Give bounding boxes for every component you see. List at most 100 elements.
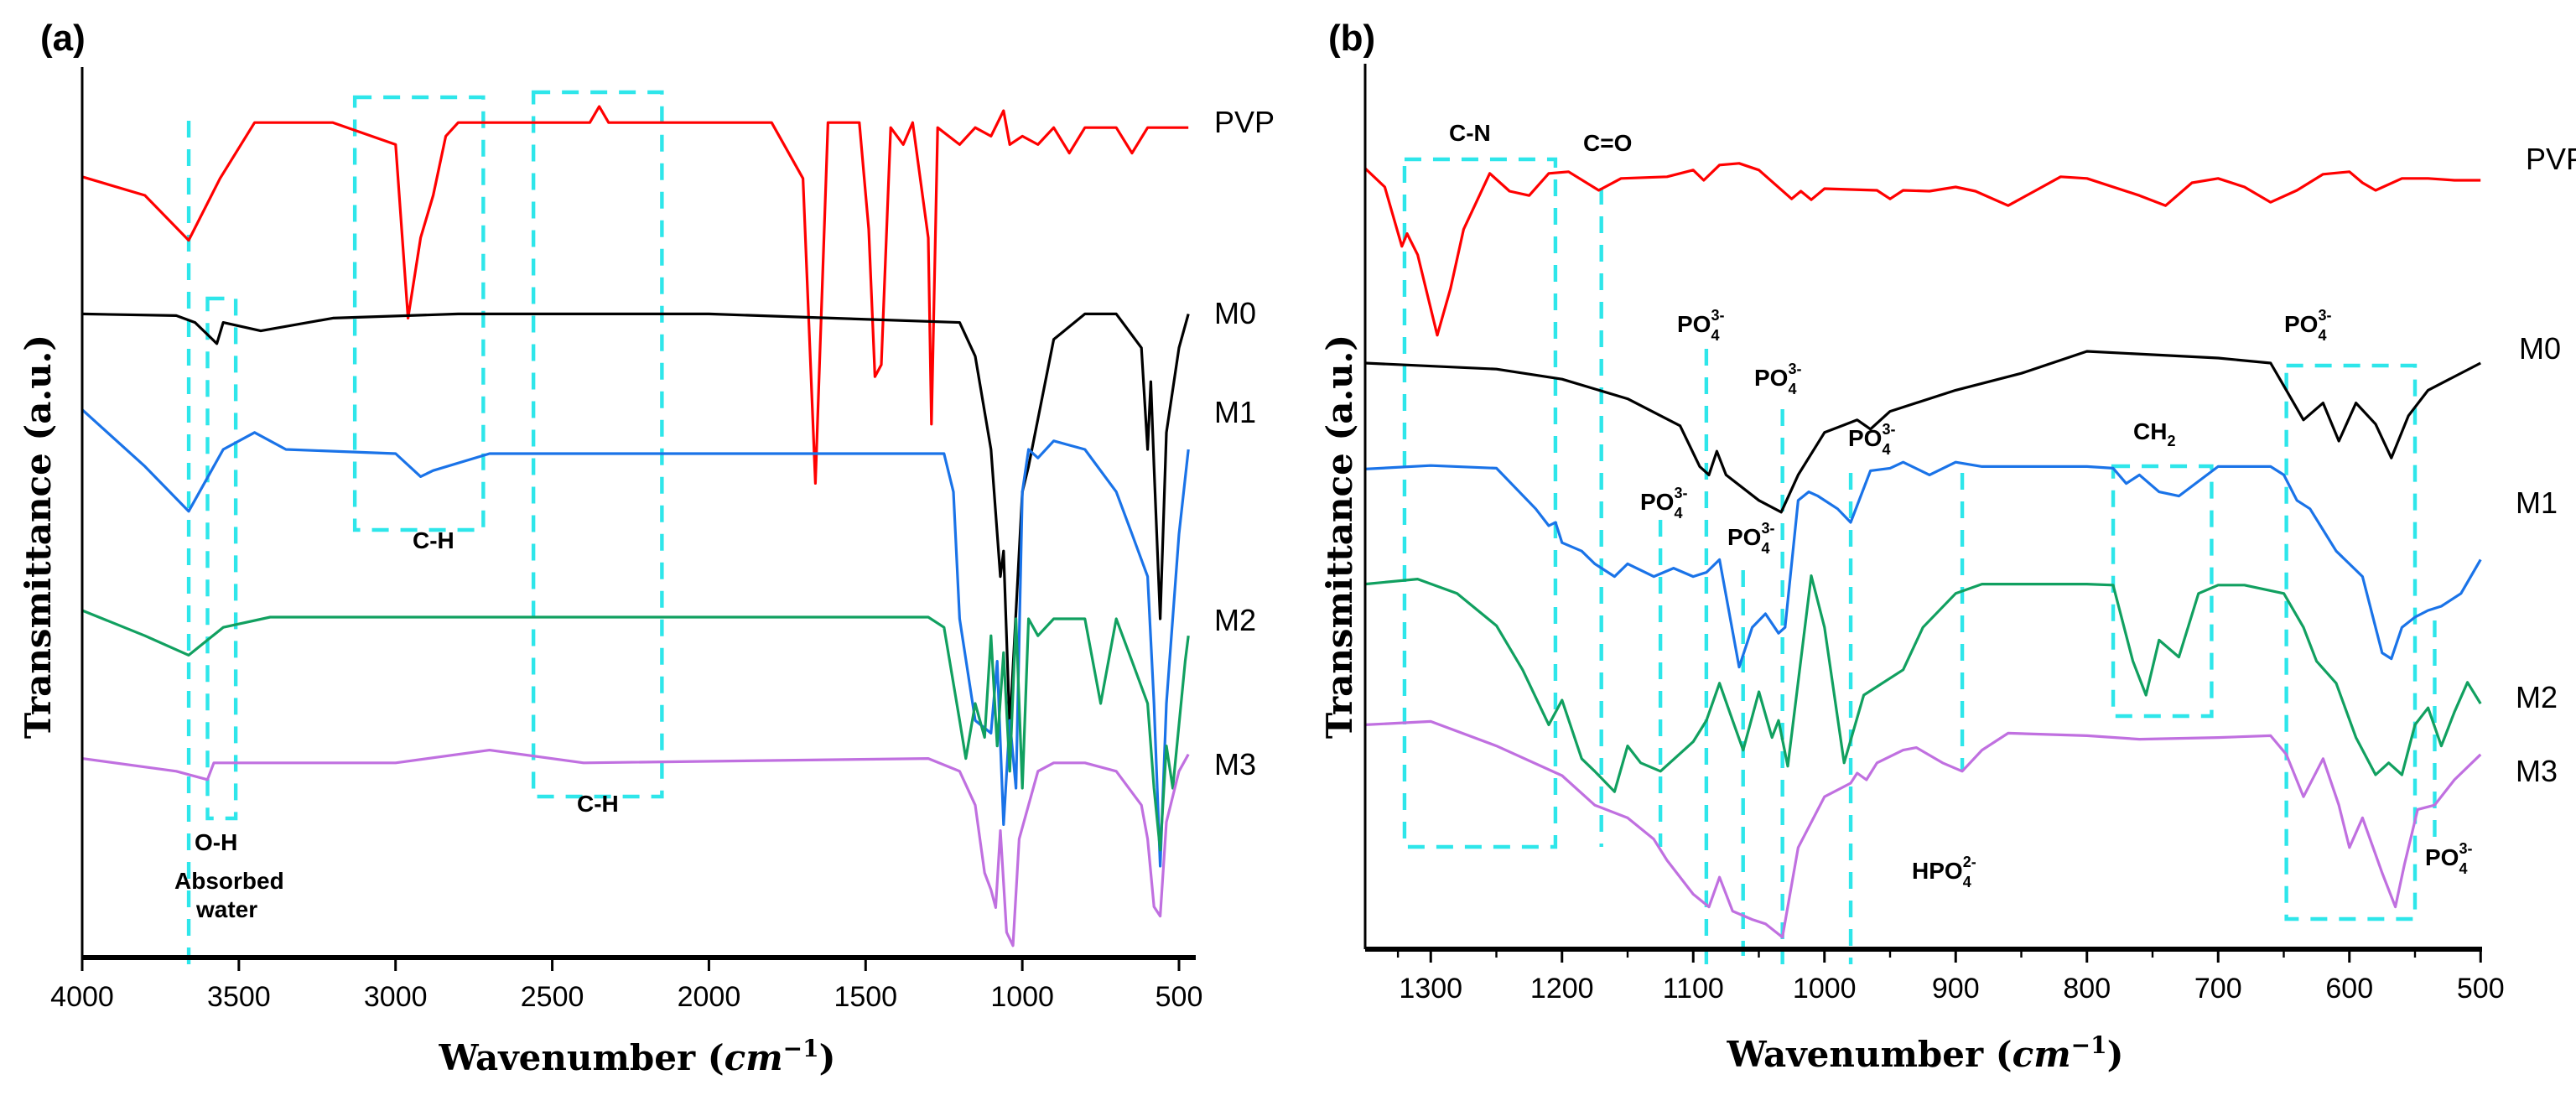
series-line-m1 xyxy=(1364,460,2482,669)
x-tick-label: 1000 xyxy=(990,981,1054,1013)
x-tick-label: 2000 xyxy=(678,981,741,1013)
series-label-m2: M2 xyxy=(2516,680,2558,714)
x-title-unit: cm xyxy=(724,1037,783,1078)
hpo4-base: HPO xyxy=(1912,858,1963,884)
series-label-pvp: PVP xyxy=(1214,105,1275,139)
x-tick-label: 500 xyxy=(2457,973,2505,1005)
panel-b: (b) 1300 1200 1100 1000 900 800 700 600 500 Tran… xyxy=(1319,18,2576,1075)
hpo4-sup: 2- xyxy=(1963,854,1976,870)
series-line-m3 xyxy=(1364,719,2482,939)
series-label-m0: M0 xyxy=(2519,331,2561,366)
x-title-text: Wavenumber xyxy=(1727,1034,1984,1075)
annotation-po4-7: PO4 3- xyxy=(2425,840,2473,877)
oh-box xyxy=(205,296,238,821)
po4-sub: 4 xyxy=(1674,505,1682,522)
ch2-base: CH xyxy=(2133,418,2167,444)
series-line-m2 xyxy=(81,609,1190,852)
po4-sup: 3- xyxy=(2318,307,2331,324)
x-title-exp: −1 xyxy=(783,1035,819,1062)
x-tick-label: 2500 xyxy=(521,981,584,1013)
series-label-m3: M3 xyxy=(1214,747,1256,781)
annotation-cn: C-N xyxy=(1449,120,1491,146)
x-tick-label: 3500 xyxy=(207,981,271,1013)
x-tick-label: 1500 xyxy=(834,981,897,1013)
annotation-po4-2: PO4 3- xyxy=(1754,361,1802,397)
panel-a-y-title: Transmittance (a.u.) xyxy=(18,335,59,739)
panel-a-label: (a) xyxy=(40,18,86,59)
panel-b-x-ticks: 1300 1200 1100 1000 900 800 700 600 500 xyxy=(1396,949,2505,1005)
series-label-m3: M3 xyxy=(2516,754,2558,788)
annotation-water: water xyxy=(195,896,257,922)
po4-sub: 4 xyxy=(1788,381,1796,397)
x-tick-label: 600 xyxy=(2325,973,2373,1005)
po4-sup: 3- xyxy=(2459,840,2472,857)
annotation-po4-5: PO4 3- xyxy=(1640,485,1688,522)
series-line-pvp xyxy=(81,105,1189,485)
po4-base: PO xyxy=(1727,524,1761,550)
x-tick-label: 1300 xyxy=(1399,973,1462,1005)
panel-a-series xyxy=(80,105,1190,947)
po4-sub: 4 xyxy=(1711,327,1719,344)
x-tick-label: 1200 xyxy=(1530,973,1594,1005)
panel-b-series xyxy=(1363,162,2482,939)
annotation-po4-3: PO4 3- xyxy=(1848,421,1896,458)
panel-b-x-title: Wavenumber (cm−1) xyxy=(1727,1031,2124,1075)
po4-sub: 4 xyxy=(1761,540,1769,557)
series-label-m2: M2 xyxy=(1214,603,1256,637)
series-line-m0 xyxy=(1364,350,2481,514)
series-line-m1 xyxy=(80,408,1190,868)
x-tick-label: 800 xyxy=(2063,973,2111,1005)
series-line-m0 xyxy=(81,312,1190,730)
po4-base: PO xyxy=(1640,489,1674,515)
annotation-co: C=O xyxy=(1583,130,1632,156)
x-title-exp: −1 xyxy=(2071,1031,2107,1059)
series-label-m1: M1 xyxy=(1214,395,1256,429)
panel-b-label: (b) xyxy=(1328,18,1375,59)
po4-sub: 4 xyxy=(2318,327,2326,344)
series-label-m1: M1 xyxy=(2516,485,2558,520)
po4-labels: PO43-PO43-PO43-PO43-PO43-PO43-PO43- xyxy=(1640,307,2473,877)
x-tick-label: 4000 xyxy=(50,981,114,1013)
x-tick-label: 1100 xyxy=(1663,973,1724,1005)
annotation-po4-6: PO4 3- xyxy=(1727,520,1775,557)
annotation-oh: O-H xyxy=(195,829,237,855)
x-title-unit: cm xyxy=(2012,1034,2071,1075)
po4-sup: 3- xyxy=(1761,520,1774,537)
x-tick-label: 1000 xyxy=(1793,973,1857,1005)
panel-a-x-title: Wavenumber (cm−1) xyxy=(439,1035,836,1078)
x-tick-label: 700 xyxy=(2194,973,2242,1005)
panel-a-x-ticks: 4000 3500 3000 2500 2000 1500 1000 500 xyxy=(50,958,1202,1013)
series-line-pvp xyxy=(1363,162,2481,337)
x-tick-label: 500 xyxy=(1156,981,1203,1013)
po4-sub: 4 xyxy=(2459,860,2467,877)
po4-box xyxy=(2284,363,2418,922)
series-label-pvp: PVP xyxy=(2526,142,2576,176)
ch-box-2 xyxy=(531,90,664,799)
po4-base: PO xyxy=(2425,844,2459,870)
x-tick-label: 3000 xyxy=(364,981,428,1013)
panel-b-y-title: Transmittance (a.u.) xyxy=(1319,335,1360,739)
annotation-ch-1: C-H xyxy=(413,527,454,553)
annotation-po4-1: PO4 3- xyxy=(1677,307,1725,344)
ch2-sub: 2 xyxy=(2167,433,2175,449)
series-line-m2 xyxy=(1364,574,2482,793)
x-tick-label: 900 xyxy=(1932,973,1980,1005)
hpo4-sub: 4 xyxy=(1963,874,1971,890)
panel-b-annotation-boxes xyxy=(1402,157,2437,964)
po4-base: PO xyxy=(1677,311,1711,337)
cn-box xyxy=(1402,157,1558,849)
po4-base: PO xyxy=(1848,425,1882,451)
po4-sup: 3- xyxy=(1674,485,1687,501)
series-line-m3 xyxy=(81,749,1190,947)
po4-base: PO xyxy=(1754,365,1788,391)
series-label-m0: M0 xyxy=(1214,296,1256,330)
annotation-absorbed: Absorbed xyxy=(174,868,284,894)
po4-sub: 4 xyxy=(1882,441,1890,458)
annotation-hpo4: HPO4 2- xyxy=(1912,854,1976,890)
x-title-text: Wavenumber xyxy=(439,1037,696,1078)
po4-base: PO xyxy=(2284,311,2318,337)
panel-a: (a) 4000 3500 3000 2500 2000 1500 1000 500 Tran… xyxy=(18,18,1275,1078)
ch2-box xyxy=(2111,464,2214,719)
po4-sup: 3- xyxy=(1711,307,1724,324)
